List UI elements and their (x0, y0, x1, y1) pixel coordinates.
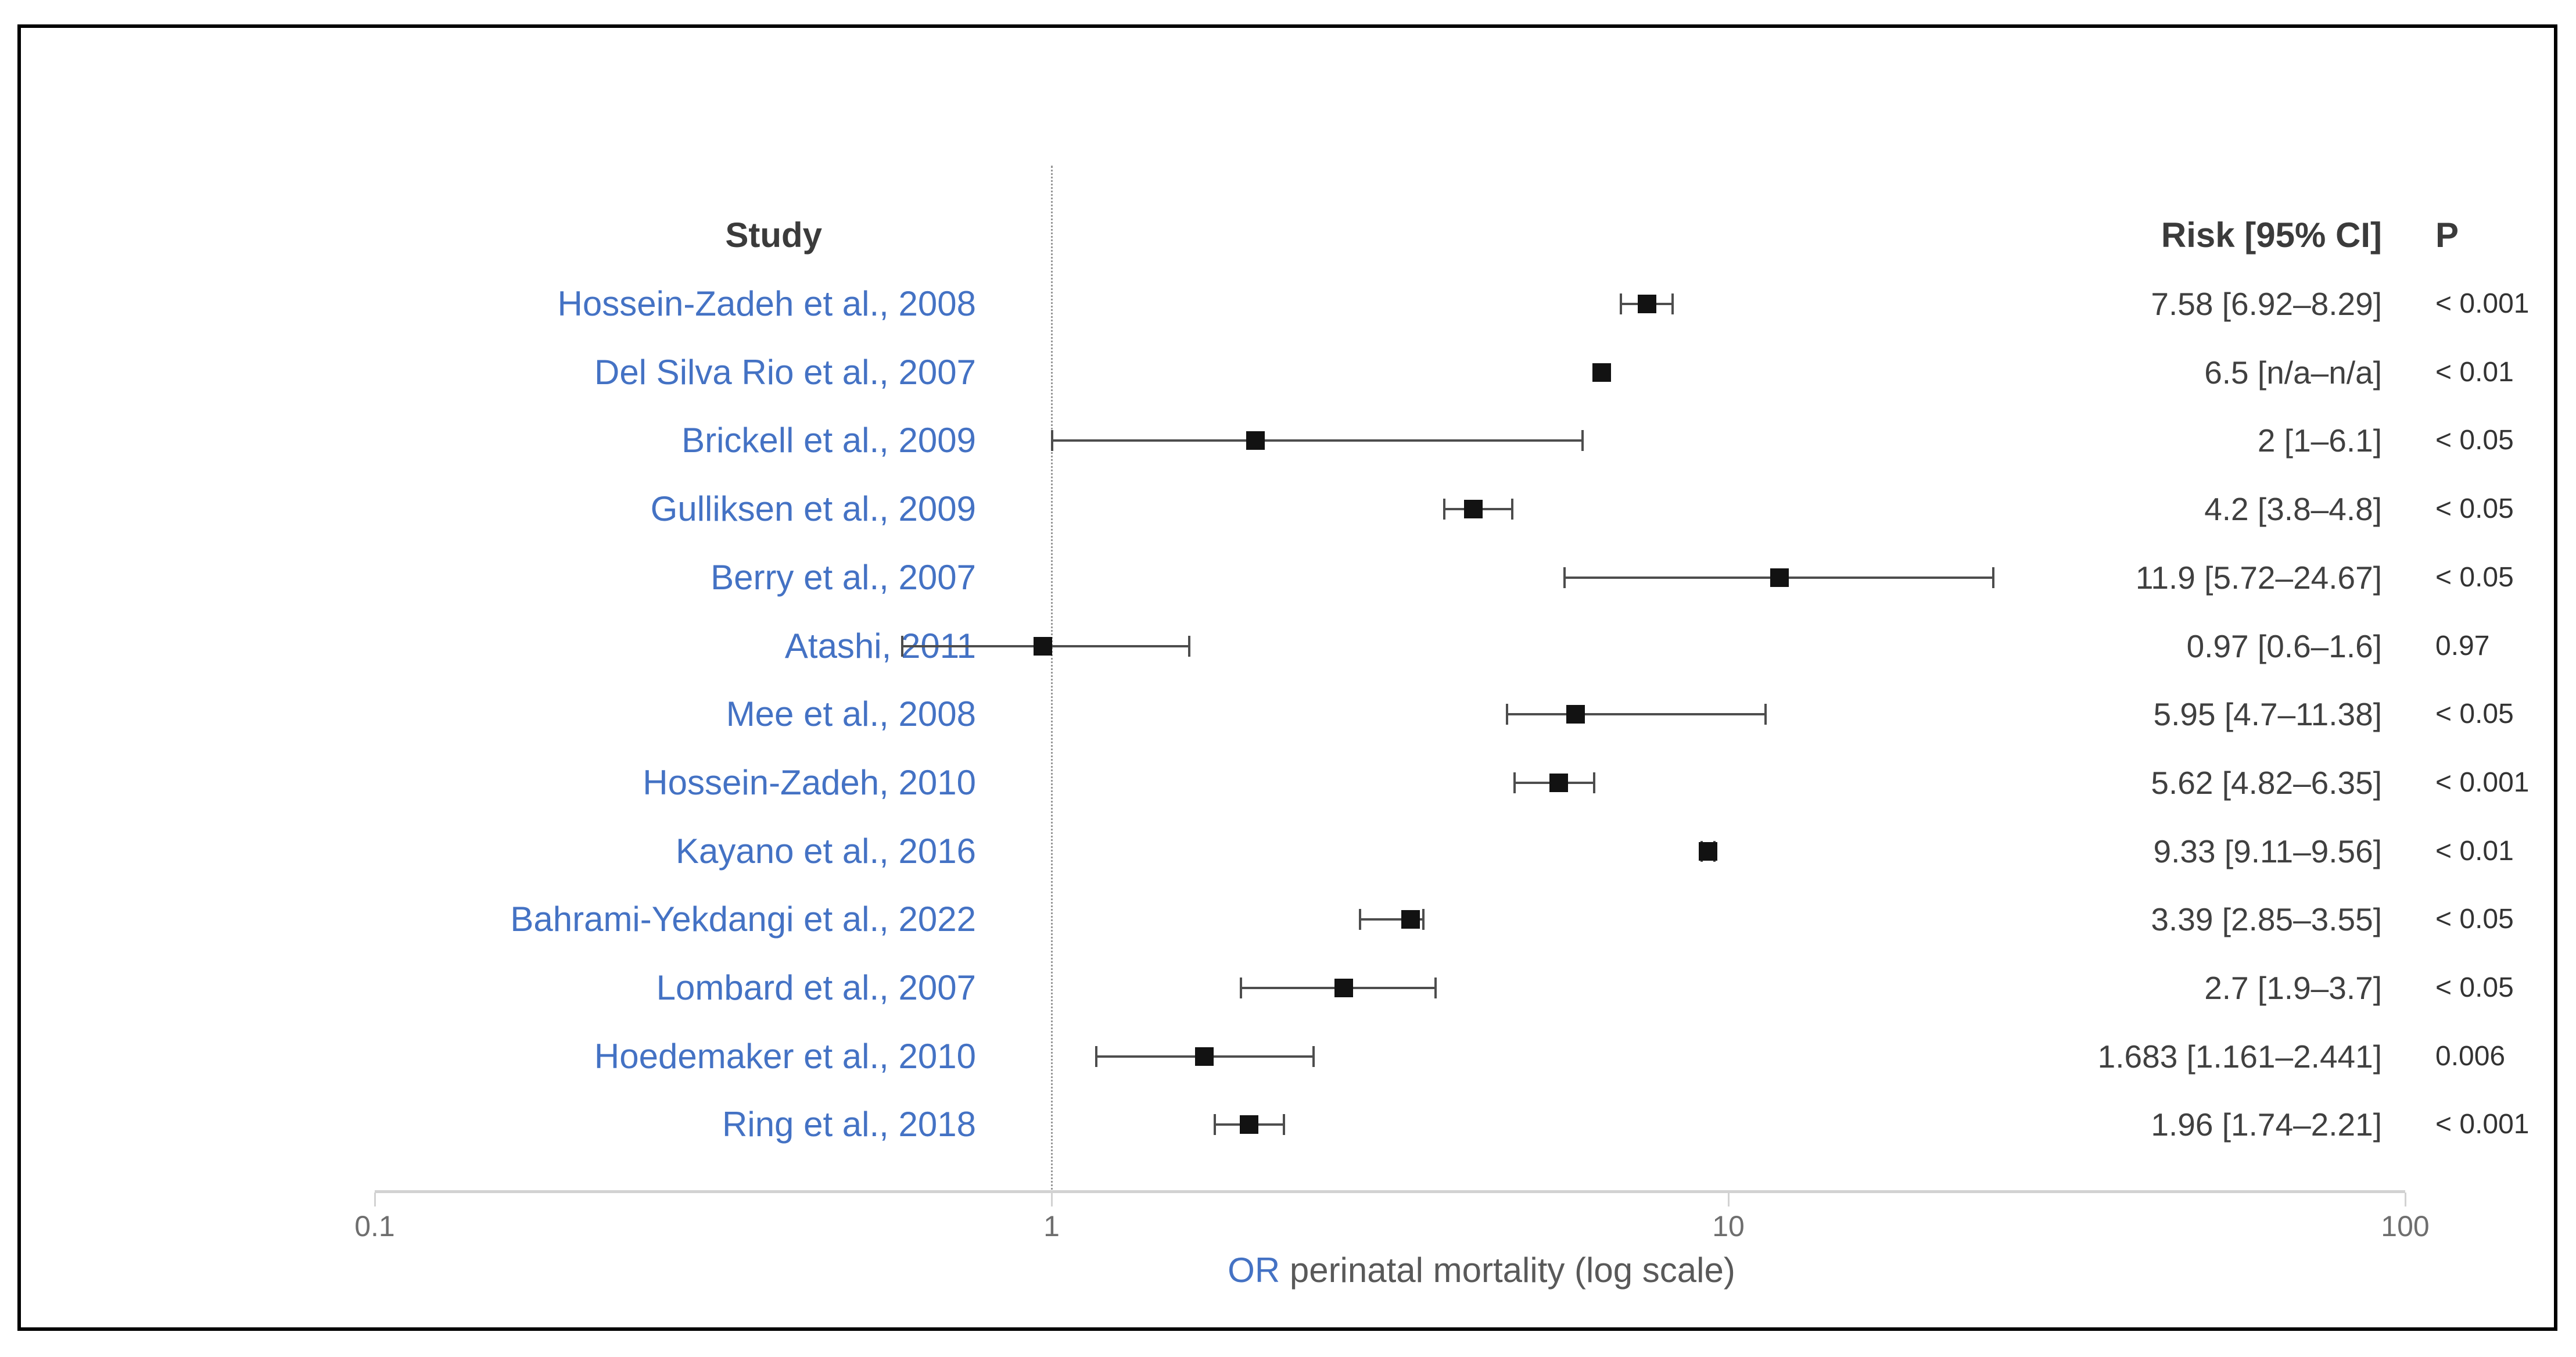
ci-cap-left (1095, 1046, 1097, 1067)
p-value: < 0.05 (2435, 699, 2514, 729)
or-point-marker (1637, 295, 1656, 313)
p-value: < 0.001 (2435, 1109, 2530, 1140)
x-tick-label: 1 (1043, 1210, 1060, 1243)
or-point-marker (1401, 910, 1420, 929)
p-value: < 0.05 (2435, 972, 2514, 1003)
study-label[interactable]: Ring et al., 2018 (722, 1105, 976, 1144)
risk-ci-value: 4.2 [3.8–4.8] (2204, 491, 2382, 527)
p-value: < 0.01 (2435, 357, 2514, 388)
or-point-marker (1246, 431, 1265, 450)
study-label[interactable]: Kayano et al., 2016 (675, 832, 976, 871)
ci-cap-left (900, 636, 903, 657)
or-point-marker (1566, 705, 1585, 724)
risk-ci-value: 1.683 [1.161–2.441] (2097, 1039, 2382, 1075)
or-point-marker (1549, 774, 1569, 792)
x-axis-label: OR perinatal mortality (log scale) (930, 1249, 2033, 1291)
x-tick-mark (374, 1193, 376, 1206)
column-header-p: P (2435, 216, 2459, 255)
study-label[interactable]: Bahrami-Yekdangi et al., 2022 (510, 900, 976, 939)
study-label[interactable]: Brickell et al., 2009 (681, 421, 976, 460)
ci-cap-right (1593, 772, 1596, 793)
x-tick-label: 100 (2381, 1210, 2430, 1243)
p-value: < 0.05 (2435, 425, 2514, 456)
ci-cap-left (1563, 567, 1566, 588)
ci-cap-right (1992, 567, 1994, 588)
x-tick-mark (1728, 1193, 1730, 1206)
p-value: 0.006 (2435, 1041, 2506, 1072)
x-axis-label-rest: perinatal mortality (log scale) (1280, 1251, 1735, 1290)
x-tick-label: 10 (1712, 1210, 1745, 1243)
ci-cap-left (1051, 430, 1053, 451)
or-point-marker (1195, 1047, 1214, 1066)
p-value: < 0.001 (2435, 767, 2530, 798)
study-label[interactable]: Hossein-Zadeh et al., 2008 (557, 284, 976, 323)
p-value: < 0.001 (2435, 288, 2530, 319)
column-header-study: Study (725, 216, 822, 255)
column-header-risk-ci: Risk [95% CI] (2161, 216, 2382, 255)
ci-cap-left (1513, 772, 1516, 793)
risk-ci-value: 5.95 [4.7–11.38] (2153, 696, 2383, 732)
x-tick-mark (1051, 1193, 1053, 1206)
study-label[interactable]: Del Silva Rio et al., 2007 (594, 353, 976, 392)
risk-ci-value: 5.62 [4.82–6.35] (2151, 765, 2382, 801)
ci-cap-right (1511, 499, 1513, 520)
risk-ci-value: 0.97 [0.6–1.6] (2186, 628, 2382, 664)
or-point-marker (1240, 1115, 1259, 1134)
risk-ci-value: 1.96 [1.74–2.21] (2151, 1107, 2382, 1143)
ci-cap-left (1619, 293, 1622, 314)
or-point-marker (1770, 568, 1789, 587)
ci-cap-left (1214, 1114, 1217, 1135)
ci-cap-right (1283, 1114, 1286, 1135)
ci-whisker (1506, 713, 1767, 715)
p-value: < 0.05 (2435, 562, 2514, 593)
ci-whisker (1359, 918, 1424, 921)
ci-cap-right (1422, 909, 1425, 930)
risk-ci-value: 7.58 [6.92–8.29] (2151, 286, 2382, 322)
ci-cap-left (1358, 909, 1361, 930)
ci-cap-left (1505, 704, 1508, 725)
p-value: < 0.05 (2435, 493, 2514, 524)
ci-cap-right (1312, 1046, 1315, 1067)
ci-cap-right (1764, 704, 1767, 725)
x-tick-mark (2405, 1193, 2406, 1206)
ci-cap-right (1671, 293, 1674, 314)
p-value: < 0.05 (2435, 904, 2514, 934)
study-label[interactable]: Gulliksen et al., 2009 (650, 489, 976, 528)
study-label[interactable]: Berry et al., 2007 (711, 558, 976, 597)
or-point-marker (1698, 842, 1717, 861)
risk-ci-value: 3.39 [2.85–3.55] (2151, 901, 2382, 937)
study-label[interactable]: Mee et al., 2008 (726, 694, 976, 733)
x-tick-label: 0.1 (354, 1210, 395, 1243)
or-point-marker (1033, 637, 1052, 656)
or-point-marker (1464, 500, 1483, 518)
ci-cap-left (1239, 978, 1242, 998)
risk-ci-value: 2.7 [1.9–3.7] (2204, 970, 2382, 1006)
ci-cap-right (1581, 430, 1584, 451)
x-axis-label-or: OR (1228, 1251, 1280, 1290)
risk-ci-value: 6.5 [n/a–n/a] (2204, 355, 2382, 391)
ci-cap-right (1434, 978, 1437, 998)
reference-line-or-1 (1051, 166, 1053, 1205)
study-label[interactable]: Lombard et al., 2007 (656, 968, 976, 1007)
x-axis-line (375, 1190, 2405, 1193)
ci-cap-right (1187, 636, 1190, 657)
ci-cap-left (1443, 499, 1446, 520)
or-point-marker (1334, 979, 1353, 997)
risk-ci-value: 11.9 [5.72–24.67] (2135, 560, 2382, 596)
study-label[interactable]: Hoedemaker et al., 2010 (594, 1037, 976, 1076)
study-label[interactable]: Atashi, 2011 (784, 626, 976, 665)
or-point-marker (1592, 363, 1612, 382)
risk-ci-value: 9.33 [9.11–9.56] (2153, 833, 2383, 869)
study-label[interactable]: Hossein-Zadeh, 2010 (643, 763, 976, 802)
p-value: 0.97 (2435, 631, 2490, 661)
ci-whisker (1052, 439, 1583, 442)
risk-ci-value: 2 [1–6.1] (2257, 423, 2382, 459)
p-value: < 0.01 (2435, 836, 2514, 867)
